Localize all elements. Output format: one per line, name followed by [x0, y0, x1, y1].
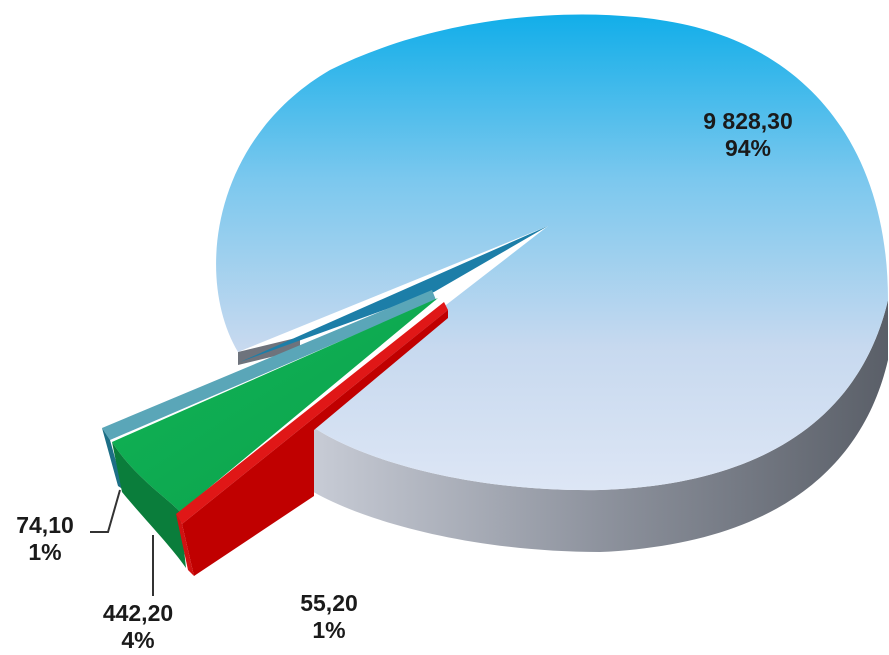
label-slice-442-20-value: 442,20	[102, 600, 174, 626]
label-slice-74-10-percent: 1%	[28, 539, 62, 565]
leader-line-74-10	[90, 489, 121, 533]
label-slice-442-20: 442,20 4%	[92, 600, 184, 654]
label-slice-55-20-value: 55,20	[300, 590, 358, 616]
label-slice-big-percent: 94%	[724, 135, 772, 161]
slice-442-20-top	[112, 298, 438, 512]
slice-442-20	[112, 298, 438, 568]
slice-74-10-top	[240, 226, 548, 362]
slice-55-20-side-right	[182, 310, 448, 576]
label-slice-big-value: 9 828,30	[703, 108, 793, 134]
slice-55-20-side-front	[176, 514, 194, 576]
label-slice-74-10: 74,10 1%	[6, 512, 84, 566]
slice-94-percent	[216, 14, 888, 552]
slice-big-side	[310, 300, 888, 552]
slice-55-20	[176, 302, 448, 576]
label-slice-442-20-percent: 4%	[121, 627, 155, 653]
label-slice-55-20: 55,20 1%	[290, 590, 368, 644]
slice-442-20-side	[112, 442, 186, 568]
label-slice-55-20-percent: 1%	[312, 617, 346, 643]
slice-55-20-top	[176, 302, 448, 524]
label-slice-74-10-value: 74,10	[16, 512, 74, 538]
label-slice-big: 9 828,30 94%	[688, 108, 808, 162]
slice-74-10-band	[102, 290, 436, 440]
